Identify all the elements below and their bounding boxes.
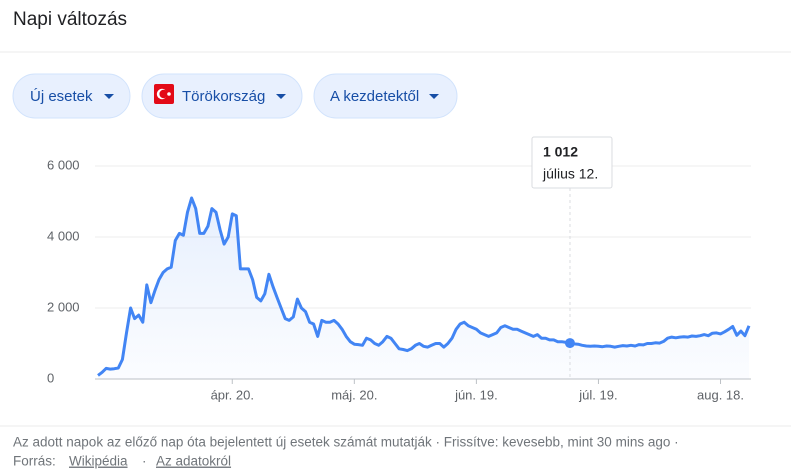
source-link[interactable]: Wikipédia bbox=[69, 454, 128, 469]
x-tick-label: máj. 20. bbox=[331, 387, 377, 402]
flag-star bbox=[167, 92, 171, 96]
dropdown-arrow bbox=[104, 94, 114, 99]
y-tick-label: 4 000 bbox=[47, 228, 80, 243]
footer-source: Forrás: bbox=[13, 454, 56, 469]
filter-button[interactable]: Törökország bbox=[141, 73, 303, 119]
tooltip-point bbox=[564, 338, 575, 349]
area-fill bbox=[98, 198, 749, 379]
filter-button[interactable]: Új esetek bbox=[12, 73, 131, 119]
footer-note: Az adott napok az előző nap óta bejelent… bbox=[13, 435, 679, 450]
y-tick-label: 0 bbox=[47, 370, 54, 385]
footer-separator: · bbox=[142, 454, 147, 469]
button-label[interactable]: Új esetek bbox=[30, 88, 93, 105]
tooltip-value: 1 012 bbox=[543, 144, 578, 160]
flag-crescent-cut bbox=[159, 89, 168, 99]
title: Napi változás bbox=[13, 9, 127, 30]
button-label[interactable]: Törökország bbox=[182, 88, 265, 105]
y-tick-label: 2 000 bbox=[47, 299, 80, 314]
x-tick-label: jún. 19. bbox=[454, 387, 498, 402]
x-tick-label: júl. 19. bbox=[578, 387, 617, 402]
dropdown-arrow bbox=[276, 94, 286, 99]
about-link[interactable]: Az adatokról bbox=[156, 454, 231, 469]
button-bg[interactable] bbox=[12, 73, 131, 119]
line bbox=[97, 196, 751, 377]
filter-button[interactable]: A kezdetektől bbox=[313, 73, 458, 119]
button-label[interactable]: A kezdetektől bbox=[330, 88, 419, 105]
x-tick-label: aug. 18. bbox=[697, 387, 744, 402]
dropdown-arrow bbox=[429, 94, 439, 99]
plot: 0 2 000 4 000 6 000 ápr. 20. máj. 20. jún. 19.… bbox=[47, 136, 751, 402]
button-bg[interactable] bbox=[313, 73, 458, 119]
button-bg[interactable] bbox=[141, 73, 303, 119]
tooltip-box bbox=[531, 136, 613, 189]
x-tick-label: ápr. 20. bbox=[211, 387, 254, 402]
tooltip-date: július 12. bbox=[542, 166, 598, 182]
y-tick-label: 6 000 bbox=[47, 157, 80, 172]
